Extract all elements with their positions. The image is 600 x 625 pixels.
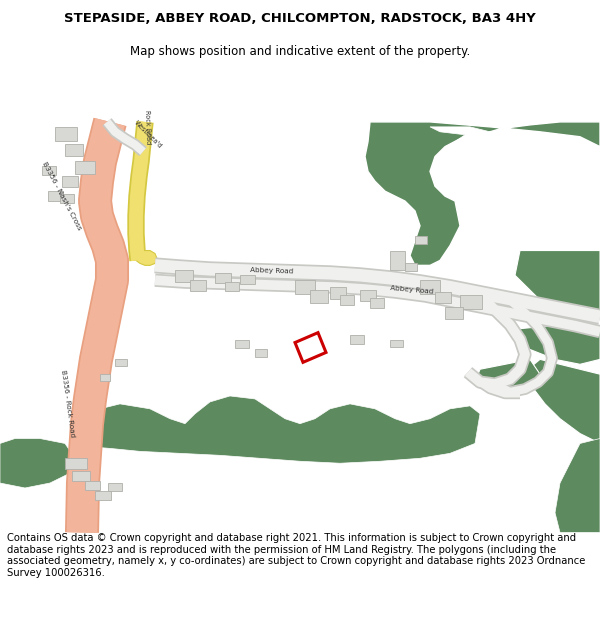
Bar — [62, 176, 78, 187]
Text: STEPASIDE, ABBEY ROAD, CHILCOMPTON, RADSTOCK, BA3 4HY: STEPASIDE, ABBEY ROAD, CHILCOMPTON, RADS… — [64, 12, 536, 26]
Bar — [65, 144, 83, 156]
Bar — [330, 287, 346, 299]
Bar — [95, 491, 111, 500]
Bar — [72, 471, 90, 481]
Bar — [445, 307, 463, 319]
Bar — [460, 295, 482, 309]
Text: Map shows position and indicative extent of the property.: Map shows position and indicative extent… — [130, 45, 470, 58]
Polygon shape — [528, 359, 600, 444]
Bar — [350, 334, 364, 344]
Bar — [310, 290, 328, 303]
Bar — [55, 127, 77, 141]
Bar — [108, 483, 122, 491]
Bar — [75, 161, 95, 174]
Polygon shape — [0, 439, 75, 488]
Bar — [420, 280, 440, 294]
Bar — [240, 275, 255, 284]
Bar — [235, 339, 249, 349]
Polygon shape — [475, 359, 540, 399]
Polygon shape — [136, 251, 157, 266]
Text: Abbey Road: Abbey Road — [250, 267, 293, 274]
Bar — [60, 194, 74, 203]
Bar — [175, 271, 193, 282]
Bar — [255, 349, 267, 358]
Polygon shape — [515, 251, 600, 320]
Bar — [390, 339, 403, 348]
Text: Rock Road: Rock Road — [145, 109, 152, 144]
Bar — [48, 191, 63, 201]
Bar — [115, 359, 127, 366]
Polygon shape — [80, 396, 480, 463]
Polygon shape — [430, 127, 500, 171]
Bar — [225, 282, 239, 291]
Bar — [215, 273, 231, 283]
Text: B3356 - Rock Road: B3356 - Rock Road — [60, 370, 76, 438]
Text: Abbey Road: Abbey Road — [390, 285, 434, 295]
Bar — [370, 298, 384, 308]
Bar — [65, 458, 87, 469]
Bar — [405, 263, 417, 271]
Bar — [190, 280, 206, 291]
Polygon shape — [365, 122, 600, 266]
Text: B3356 - Nash's Cross: B3356 - Nash's Cross — [41, 161, 83, 231]
Bar — [85, 481, 100, 490]
Bar — [340, 295, 354, 305]
Bar — [42, 166, 56, 176]
Bar — [435, 292, 451, 303]
Bar — [100, 374, 110, 381]
Bar — [390, 251, 405, 271]
Bar — [415, 236, 427, 244]
Polygon shape — [510, 325, 600, 364]
Bar — [360, 290, 376, 301]
Bar — [295, 280, 315, 294]
Polygon shape — [555, 439, 600, 532]
Text: Westmea'd: Westmea'd — [133, 120, 163, 150]
Text: Contains OS data © Crown copyright and database right 2021. This information is : Contains OS data © Crown copyright and d… — [7, 533, 586, 578]
